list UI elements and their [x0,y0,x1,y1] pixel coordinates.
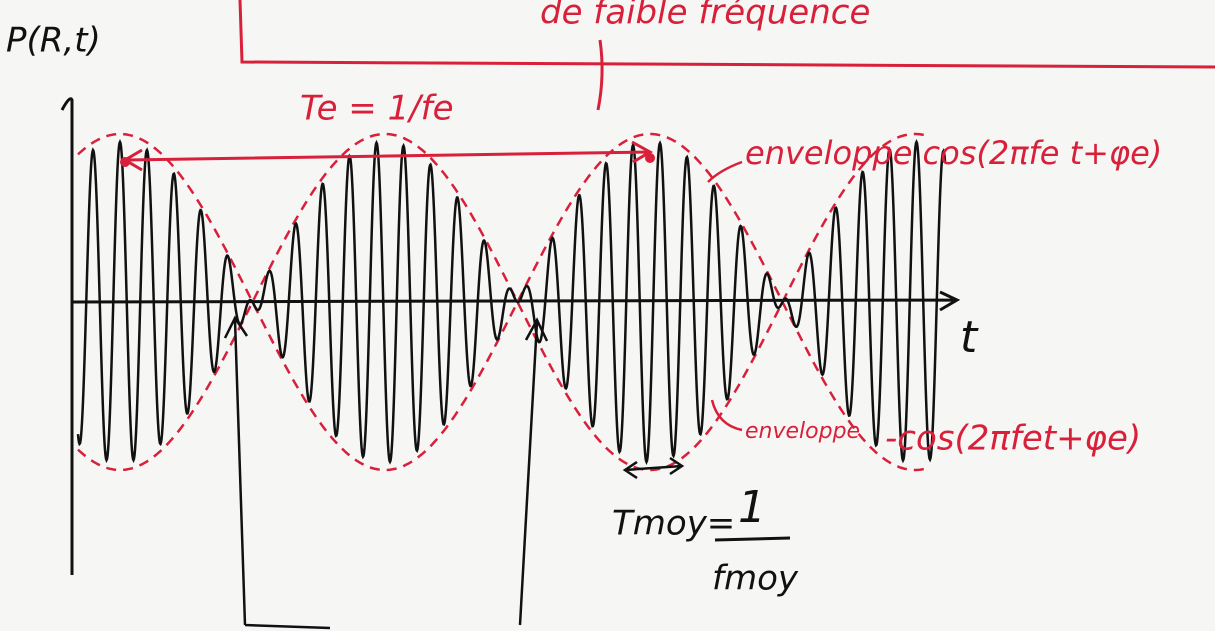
peak-dot [645,153,655,163]
te-label: Te = 1/fe [300,89,454,129]
diagram: de faible fréquence P(R,t) t Te = 1/fe e… [0,0,1215,631]
header-text: de faible fréquence [540,0,870,33]
tmoy-denominator: fmoy [712,559,799,599]
x-axis-label: t [960,312,979,363]
fraction-bar [715,538,790,540]
tmoy-label: Tmoy= [612,504,735,544]
lower-envelope-formula: -cos(2πfet+φe) [885,419,1141,459]
y-axis-label: P(R,t) [6,21,101,61]
upper-envelope-label: enveloppe cos(2πfe t+φe) [745,134,1162,172]
peak-dot [120,157,130,167]
lower-envelope-word: enveloppe [745,419,860,444]
tmoy-numerator: 1 [738,482,766,533]
